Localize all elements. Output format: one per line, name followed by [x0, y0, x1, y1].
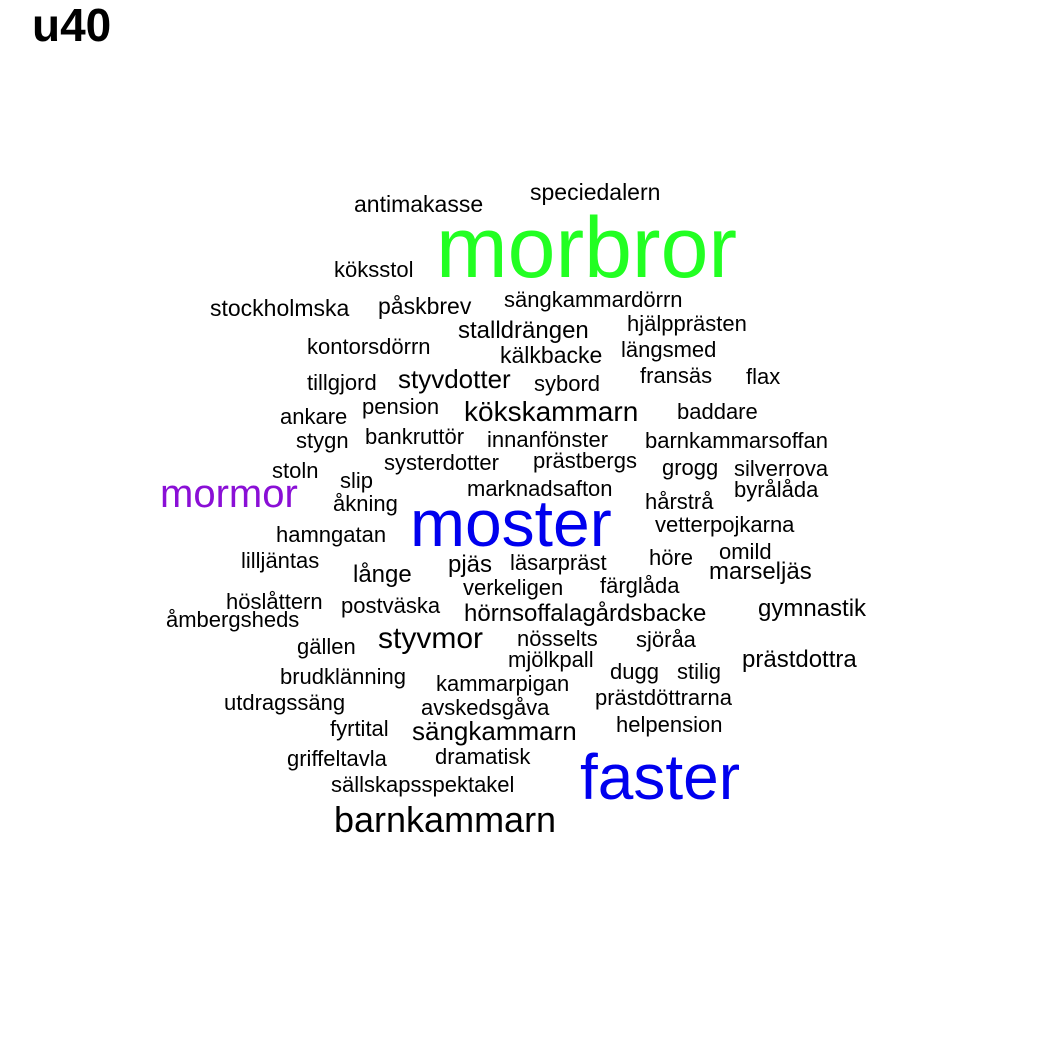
- cloud-word: brudklänning: [280, 664, 406, 689]
- cloud-word: hamngatan: [276, 522, 387, 547]
- cloud-word: innanfönster: [487, 427, 609, 452]
- cloud-word: kontorsdörrn: [307, 334, 431, 359]
- cloud-word: marseljäs: [709, 558, 812, 585]
- cloud-word: styvmor: [378, 622, 483, 655]
- cloud-word: pjäs: [448, 551, 493, 578]
- cloud-word: fyrtital: [330, 716, 389, 741]
- cloud-word: sjöråa: [636, 627, 696, 652]
- cloud-word: postväska: [341, 593, 441, 618]
- cloud-word: stilig: [677, 659, 722, 684]
- cloud-word: lilljäntas: [241, 548, 320, 573]
- cloud-word: omild: [719, 539, 772, 564]
- cloud-word: påskbrev: [378, 293, 472, 319]
- cloud-word: verkeligen: [463, 575, 564, 600]
- cloud-word: hörnsoffalagårdsbacke: [464, 600, 707, 627]
- cloud-word: höslåttern: [226, 589, 323, 614]
- cloud-word: tillgjord: [307, 370, 377, 395]
- cloud-word: avskedsgåva: [421, 695, 550, 720]
- cloud-word: stalldrängen: [458, 317, 589, 344]
- cloud-word: barnkammarn: [334, 799, 557, 840]
- cloud-word: morbror: [436, 200, 738, 296]
- cloud-word: kökskammarn: [464, 396, 639, 427]
- cloud-word: marknadsafton: [467, 476, 613, 501]
- cloud-word: helpension: [616, 712, 723, 737]
- cloud-word: pension: [362, 394, 440, 419]
- cloud-word: prästdottra: [742, 646, 857, 673]
- cloud-word: grogg: [662, 455, 719, 480]
- cloud-word: hårstrå: [645, 489, 714, 514]
- cloud-word: mjölkpall: [508, 647, 594, 672]
- cloud-word: nösselts: [517, 626, 598, 651]
- cloud-word: utdragssäng: [224, 690, 346, 715]
- cloud-word: styvdotter: [398, 364, 511, 394]
- cloud-word: silverrova: [734, 456, 829, 481]
- page-title: u40: [32, 0, 112, 51]
- cloud-word: stoln: [272, 458, 319, 483]
- cloud-word: sängkammardörrn: [504, 287, 683, 312]
- cloud-word: sällskapsspektakel: [331, 772, 515, 797]
- cloud-word: barnkammarsoffan: [645, 428, 829, 453]
- cloud-word: flax: [746, 364, 781, 389]
- cloud-word: byrålåda: [734, 477, 819, 502]
- cloud-word: moster: [410, 486, 612, 560]
- cloud-word: hjälpprästen: [627, 311, 747, 336]
- cloud-word: ankare: [280, 404, 348, 429]
- cloud-word: åkning: [333, 491, 398, 516]
- cloud-word: kammarpigan: [436, 671, 570, 696]
- cloud-word: gällen: [297, 634, 356, 659]
- cloud-word: dugg: [610, 659, 659, 684]
- cloud-word: sängkammarn: [412, 716, 577, 746]
- cloud-word: stygn: [296, 428, 349, 453]
- cloud-word: faster: [580, 741, 741, 813]
- cloud-word: prästdöttrarna: [595, 685, 732, 710]
- cloud-word: läsarpräst: [510, 550, 607, 575]
- cloud-word: vetterpojkarna: [655, 512, 795, 537]
- cloud-word: längsmed: [621, 337, 717, 362]
- cloud-word: slip: [340, 468, 374, 493]
- cloud-word: åmbergsheds: [166, 607, 300, 632]
- cloud-word: dramatisk: [435, 744, 531, 769]
- cloud-word: kälkbacke: [500, 342, 603, 368]
- cloud-word: baddare: [677, 399, 758, 424]
- cloud-word: färglåda: [600, 573, 680, 598]
- cloud-word: sybord: [534, 371, 601, 396]
- cloud-word: antimakasse: [354, 191, 484, 217]
- cloud-word: mormor: [160, 472, 298, 516]
- cloud-word: höre: [649, 545, 694, 570]
- cloud-word: systerdotter: [384, 450, 499, 475]
- cloud-word: stockholmska: [210, 295, 350, 321]
- cloud-word: långe: [353, 561, 412, 588]
- cloud-word: prästbergs: [533, 448, 637, 473]
- cloud-word: köksstol: [334, 257, 414, 282]
- cloud-word: gymnastik: [758, 595, 867, 622]
- cloud-word: speciedalern: [530, 179, 661, 205]
- cloud-word: bankruttör: [365, 424, 465, 449]
- cloud-word: griffeltavla: [287, 746, 387, 771]
- cloud-word: fransäs: [640, 363, 713, 388]
